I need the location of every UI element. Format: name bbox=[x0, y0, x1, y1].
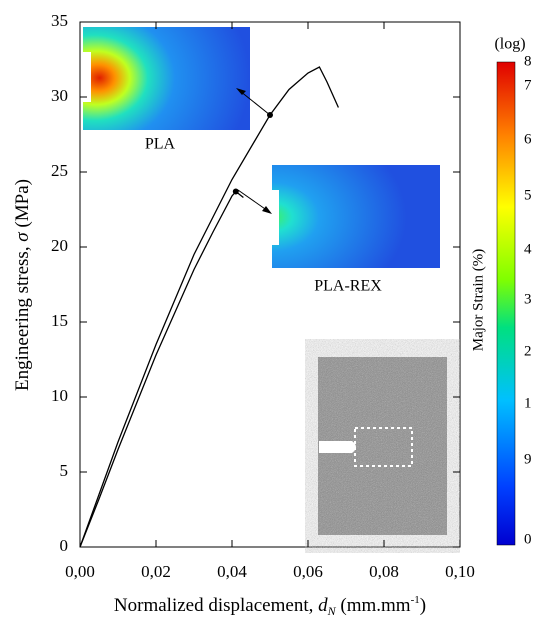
x-tick-label: 0,00 bbox=[65, 562, 95, 581]
line-series bbox=[79, 190, 244, 548]
colorbar-unit: (log) bbox=[494, 36, 525, 53]
colorbar-label: 9 bbox=[524, 451, 532, 467]
x-label-part: (mm.mm bbox=[336, 595, 411, 616]
y-label-part: (MPa) bbox=[12, 179, 33, 232]
line-series bbox=[79, 66, 339, 548]
x-tick-label: 0,06 bbox=[293, 562, 323, 581]
plot-frame bbox=[79, 21, 461, 548]
y-axis-label: Engineering stress, σ (MPa) bbox=[12, 179, 33, 391]
x-tick-label: 0,04 bbox=[217, 562, 247, 581]
inset-label: PLA-REX bbox=[314, 278, 382, 295]
colorbar-label: 3 bbox=[524, 291, 532, 307]
colorbar-title: Major Strain (%) bbox=[470, 249, 486, 351]
x-label-part: Normalized displacement, bbox=[114, 595, 318, 616]
y-tick-label: 20 bbox=[51, 236, 68, 255]
y-label-part: σ bbox=[12, 232, 33, 242]
y-tick-label: 0 bbox=[60, 536, 69, 555]
colorbar-label: 1 bbox=[524, 395, 532, 411]
y-label-part: Engineering stress, bbox=[12, 242, 33, 391]
marked-point bbox=[267, 112, 273, 118]
y-tick-label: 35 bbox=[51, 11, 68, 30]
colorbar-label: 6 bbox=[524, 131, 532, 147]
y-tick-label: 15 bbox=[51, 311, 68, 330]
x-label-part: d bbox=[318, 595, 328, 616]
colorbar bbox=[496, 61, 516, 546]
colorbar-label: 5 bbox=[524, 187, 532, 203]
y-tick-label: 5 bbox=[60, 461, 69, 480]
x-label-part: N bbox=[327, 604, 337, 618]
x-label-part: -1 bbox=[411, 594, 420, 606]
marked-point bbox=[232, 188, 239, 195]
speckle-image bbox=[318, 357, 447, 535]
colorbar-label: 7 bbox=[524, 77, 532, 93]
colorbar-label: 0 bbox=[524, 531, 532, 547]
inset-label: PLA bbox=[145, 136, 176, 153]
colorbar-label: 2 bbox=[524, 343, 532, 359]
y-tick-label: 10 bbox=[51, 386, 68, 405]
inset-pla-rex: PLA-REX bbox=[237, 165, 440, 295]
colorbar-label: 4 bbox=[524, 241, 532, 257]
y-tick-label: 30 bbox=[51, 86, 68, 105]
x-tick-label: 0,08 bbox=[369, 562, 399, 581]
x-label-part: ) bbox=[420, 595, 426, 616]
colorbar-label: 8 bbox=[524, 53, 532, 69]
inset-pla: PLA bbox=[83, 27, 271, 153]
y-tick-label: 25 bbox=[51, 161, 68, 180]
x-tick-label: 0,10 bbox=[445, 562, 475, 581]
x-axis-label: Normalized displacement, dN (mm.mm-1) bbox=[114, 594, 426, 618]
x-tick-label: 0,02 bbox=[141, 562, 171, 581]
